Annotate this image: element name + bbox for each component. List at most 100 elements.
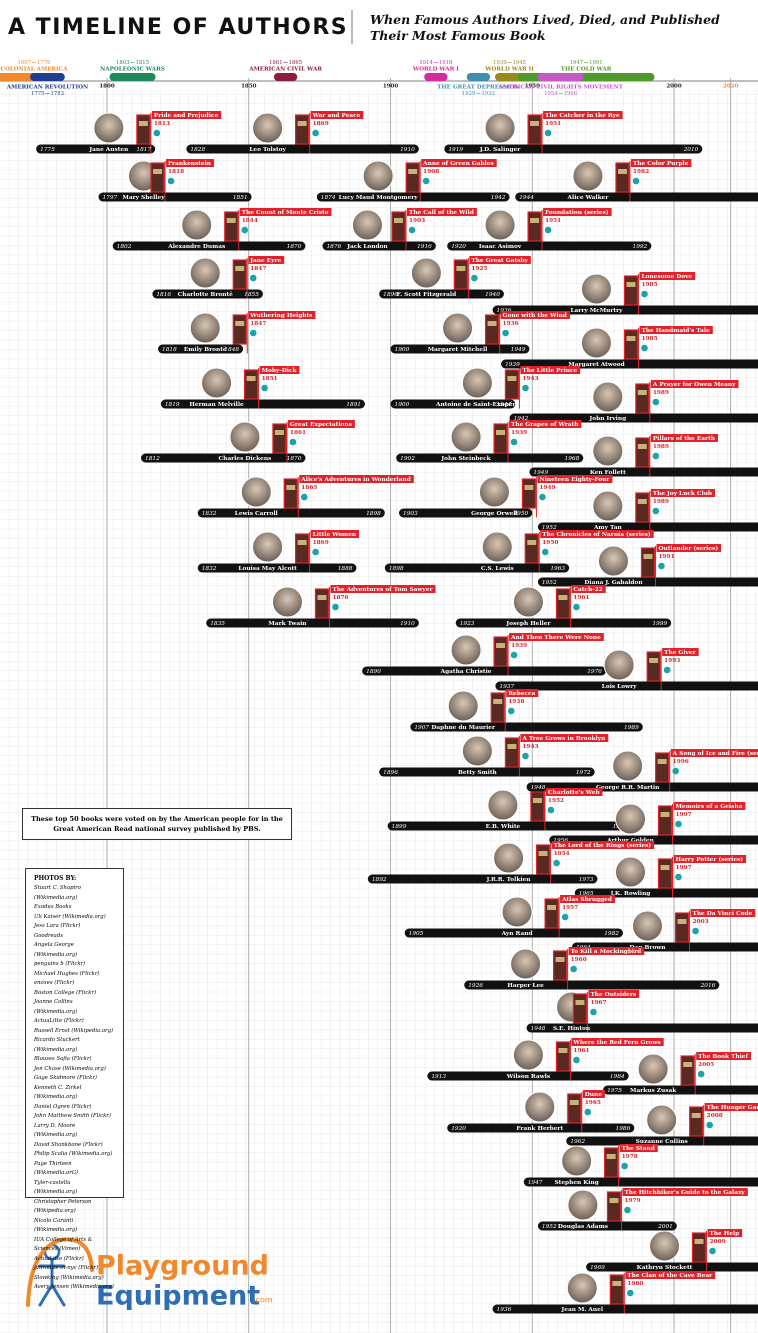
book-cover	[295, 533, 310, 564]
author-photo	[362, 160, 394, 192]
book-title-bg	[239, 208, 332, 216]
book-title-bg	[582, 1090, 605, 1098]
book-title: Charlotte's Web	[548, 790, 600, 796]
died-year: 1910	[400, 621, 415, 627]
era-name: AMERICAN REVOLUTION	[6, 85, 88, 91]
pbs-icon	[573, 603, 580, 611]
book-cover-detail	[547, 905, 557, 910]
died-year: 1963	[550, 566, 565, 572]
author-name: Larry McMurtry	[570, 308, 623, 314]
born-year: 1905	[409, 931, 424, 937]
book-cover	[615, 162, 630, 193]
credit: jdnrodite-in-nyc (Flickr)	[34, 1265, 99, 1271]
credits: PHOTOS BY: Stuart C. Shapiro (Wikimedia.o…	[25, 868, 124, 1290]
pbs-icon	[312, 548, 319, 556]
credits-title: PHOTOS BY:	[34, 875, 77, 882]
book-title: The Count of Monte Cristo	[242, 210, 329, 216]
book-title-bg	[630, 159, 692, 167]
book-cover-detail	[530, 121, 540, 126]
book-title-bg	[310, 111, 364, 119]
pbs-icon	[249, 274, 257, 282]
logo-line2: Equipment	[96, 1281, 260, 1312]
author-name: J.D. Salinger	[479, 147, 521, 153]
axis-tick-label: 1800	[99, 84, 114, 90]
book-title: The Da Vinci Code	[693, 911, 753, 917]
book-cover	[623, 329, 639, 360]
book-title: The Hitchhiker's Guide to the Galaxy	[624, 1190, 745, 1196]
credit: Ricardo Stuckert (Wikimedia.org)	[34, 1037, 80, 1053]
author-name: Antoine de Saint-Exupéry	[435, 401, 519, 408]
author-name: F. Scott Fitzgerald	[397, 292, 457, 298]
book-cover	[530, 791, 545, 822]
life-bar	[379, 767, 595, 777]
pbs-icon	[561, 913, 569, 921]
book-year: 1985	[641, 336, 657, 342]
author-name: Betty Smith	[458, 770, 498, 776]
book-year: 1861	[290, 430, 306, 436]
author-photo	[410, 257, 442, 289]
book-cover-detail	[575, 1000, 585, 1005]
book-cover-detail	[493, 699, 503, 704]
book-title-bg	[540, 530, 654, 538]
book-cover-detail	[555, 957, 565, 962]
born-year: 1939	[505, 362, 520, 368]
book-title: The Book Thief	[698, 1054, 748, 1060]
book-title: The Giver	[664, 650, 696, 656]
pbs-icon	[153, 129, 161, 137]
book-title-bg	[690, 909, 756, 917]
credit: Christopher Peterson (Wikipedia.org)	[34, 1198, 92, 1215]
book-title: A Prayer for Owen Meany	[652, 382, 736, 388]
author-name: John Steinbeck	[440, 456, 491, 462]
born-year: 1920	[451, 244, 466, 250]
era-bar	[30, 73, 65, 81]
credit: Larry D. Moore (Wikimedia.org)	[34, 1122, 78, 1139]
era-name: THE COLD WAR	[561, 67, 612, 73]
book-cover	[493, 423, 508, 454]
book-cover	[453, 259, 468, 290]
book-year: 1869	[313, 540, 329, 546]
credit: Goodreads	[34, 932, 63, 939]
book-title-bg	[670, 749, 758, 757]
book-cover-detail	[274, 430, 284, 435]
author-photo	[189, 257, 221, 289]
book-cover	[680, 1055, 695, 1086]
pbs-icon	[675, 820, 682, 828]
book-cover-detail	[496, 643, 506, 648]
pbs-icon	[541, 548, 549, 556]
book-year: 1903	[409, 218, 425, 224]
book-cover	[623, 275, 639, 306]
pbs-icon	[300, 493, 308, 501]
book-year: 2009	[710, 1239, 726, 1245]
book-title-bg	[656, 544, 722, 552]
book-cover-detail	[456, 266, 466, 271]
book-cover-detail	[524, 485, 534, 490]
born-year: 1818	[162, 347, 177, 353]
pbs-icon	[652, 452, 660, 460]
died-year: 1910	[400, 147, 415, 153]
book-cover	[635, 437, 650, 468]
author-name: Isaac Asimov	[479, 244, 522, 250]
author-photo	[566, 1272, 598, 1304]
pbs-icon	[697, 1070, 705, 1078]
life-bar	[523, 1177, 758, 1187]
life-bar	[379, 289, 504, 299]
era-end: 1933	[481, 91, 494, 97]
died-year: 1916	[417, 244, 432, 250]
book-title-bg	[696, 1052, 752, 1060]
book-year: 1979	[624, 1198, 640, 1204]
life-bar	[396, 453, 584, 463]
died-year: 1870	[287, 244, 302, 250]
pbs-icon	[547, 806, 555, 814]
life-bar	[574, 888, 758, 898]
pbs-icon	[590, 1008, 597, 1016]
born-year: 1902	[400, 456, 415, 462]
author-photo	[478, 476, 510, 508]
book-title: Where the Red Fern Grows	[572, 1040, 661, 1046]
author-name: Frank Herbert	[516, 1126, 563, 1132]
life-bar	[427, 1071, 629, 1081]
pbs-icon	[289, 438, 297, 446]
life-bar	[186, 144, 419, 154]
author-photo	[567, 1189, 599, 1221]
axis-tick-label: 2020	[723, 84, 738, 90]
